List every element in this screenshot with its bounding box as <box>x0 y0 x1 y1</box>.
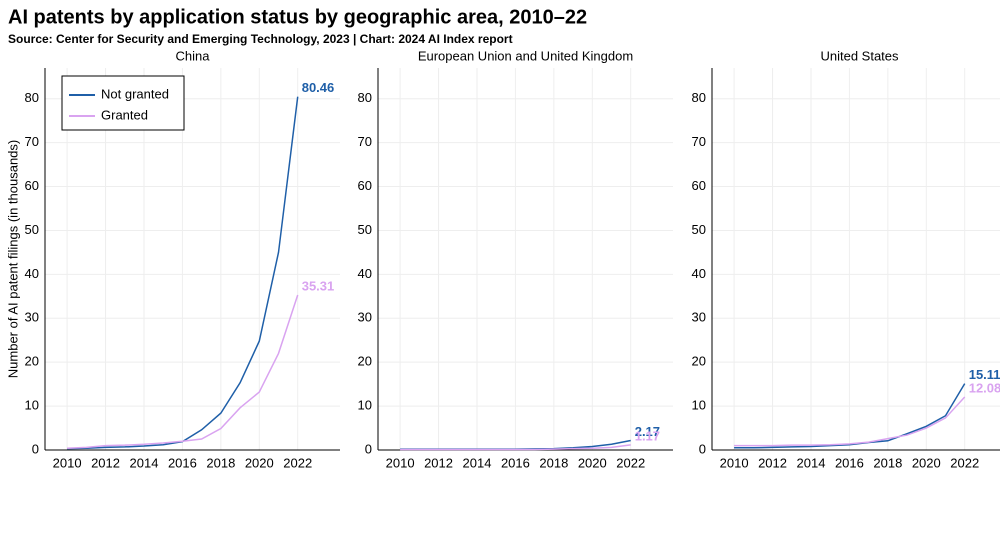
line <box>734 383 966 449</box>
x-tick-label: 2022 <box>616 455 645 470</box>
y-tick-label: 40 <box>25 266 39 281</box>
x-tick-label: 2020 <box>912 455 941 470</box>
data-label: 80.46 <box>302 80 335 95</box>
x-tick-label: 2016 <box>168 455 197 470</box>
legend-box <box>61 75 185 131</box>
chart-title: AI patents by application status by geog… <box>8 6 587 28</box>
y-tick-label: 60 <box>358 178 372 193</box>
panel-title: United States <box>820 48 899 63</box>
y-tick-label: 30 <box>692 310 706 325</box>
line <box>400 444 631 451</box>
y-tick-label: 50 <box>692 222 706 237</box>
data-label: 2.17 <box>635 424 660 439</box>
y-axis-label: Number of AI patent filings (in thousand… <box>5 140 20 378</box>
y-tick-label: 10 <box>25 398 39 413</box>
y-tick-label: 40 <box>358 266 372 281</box>
y-tick-label: 30 <box>358 310 372 325</box>
legend-label: Not granted <box>101 86 169 101</box>
panel-title: China <box>176 48 211 63</box>
y-tick-label: 80 <box>25 90 39 105</box>
data-label: 35.31 <box>302 278 335 293</box>
x-tick-label: 2022 <box>950 455 979 470</box>
data-label: 1.17 <box>635 428 660 443</box>
x-tick-label: 2014 <box>130 455 159 470</box>
x-tick-label: 2014 <box>797 455 826 470</box>
y-tick-label: 50 <box>358 222 372 237</box>
x-tick-label: 2012 <box>91 455 120 470</box>
panel-title: European Union and United Kingdom <box>418 48 633 63</box>
x-tick-label: 2010 <box>53 455 82 470</box>
x-tick-label: 2018 <box>206 455 235 470</box>
y-tick-label: 0 <box>365 441 372 456</box>
x-tick-label: 2010 <box>720 455 749 470</box>
y-tick-label: 50 <box>25 222 39 237</box>
x-tick-label: 2020 <box>578 455 607 470</box>
line <box>734 396 966 447</box>
x-tick-label: 2016 <box>501 455 530 470</box>
y-tick-label: 80 <box>692 90 706 105</box>
y-tick-label: 70 <box>692 134 706 149</box>
y-tick-label: 40 <box>692 266 706 281</box>
y-tick-label: 30 <box>25 310 39 325</box>
x-tick-label: 2012 <box>758 455 787 470</box>
line <box>67 294 299 449</box>
y-tick-label: 20 <box>692 354 706 369</box>
data-label: 12.08 <box>969 380 1000 395</box>
y-tick-label: 10 <box>692 398 706 413</box>
y-tick-label: 10 <box>358 398 372 413</box>
x-tick-label: 2022 <box>283 455 312 470</box>
x-tick-label: 2012 <box>424 455 453 470</box>
x-tick-label: 2018 <box>873 455 902 470</box>
y-tick-label: 0 <box>32 441 39 456</box>
x-tick-label: 2014 <box>463 455 492 470</box>
legend-label: Granted <box>101 107 148 122</box>
y-tick-label: 60 <box>25 178 39 193</box>
chart-subtitle: Source: Center for Security and Emerging… <box>8 32 513 46</box>
y-tick-label: 0 <box>699 441 706 456</box>
y-tick-label: 60 <box>692 178 706 193</box>
y-tick-label: 20 <box>358 354 372 369</box>
y-tick-label: 20 <box>25 354 39 369</box>
x-tick-label: 2010 <box>386 455 415 470</box>
x-tick-label: 2018 <box>539 455 568 470</box>
y-tick-label: 70 <box>25 134 39 149</box>
data-label: 15.11 <box>969 367 1000 382</box>
y-tick-label: 70 <box>358 134 372 149</box>
x-tick-label: 2020 <box>245 455 274 470</box>
x-tick-label: 2016 <box>835 455 864 470</box>
y-tick-label: 80 <box>358 90 372 105</box>
